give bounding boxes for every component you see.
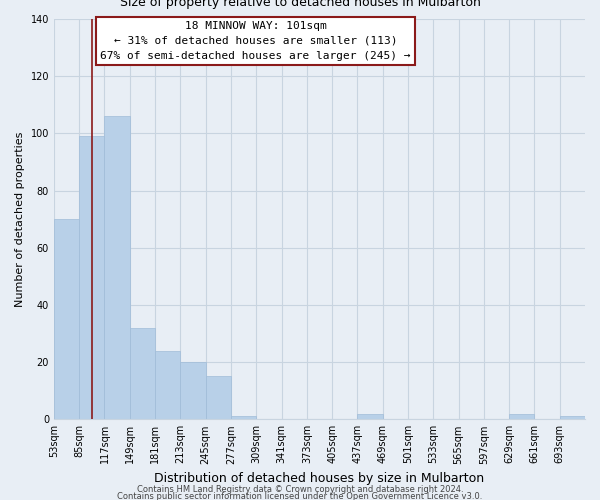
Bar: [509, 414, 535, 420]
Bar: [181, 362, 206, 420]
Bar: [54, 219, 79, 420]
Text: Size of property relative to detached houses in Mulbarton: Size of property relative to detached ho…: [119, 0, 481, 9]
Text: Contains public sector information licensed under the Open Government Licence v3: Contains public sector information licen…: [118, 492, 482, 500]
Y-axis label: Number of detached properties: Number of detached properties: [15, 132, 25, 307]
Bar: [231, 416, 256, 420]
Bar: [560, 416, 585, 420]
Bar: [155, 350, 181, 420]
Bar: [104, 116, 130, 420]
Bar: [79, 136, 104, 420]
Bar: [358, 414, 383, 420]
Text: Contains HM Land Registry data © Crown copyright and database right 2024.: Contains HM Land Registry data © Crown c…: [137, 485, 463, 494]
Bar: [130, 328, 155, 420]
X-axis label: Distribution of detached houses by size in Mulbarton: Distribution of detached houses by size …: [154, 472, 485, 485]
Text: 18 MINNOW WAY: 101sqm
← 31% of detached houses are smaller (113)
67% of semi-det: 18 MINNOW WAY: 101sqm ← 31% of detached …: [100, 21, 411, 60]
Bar: [206, 376, 231, 420]
